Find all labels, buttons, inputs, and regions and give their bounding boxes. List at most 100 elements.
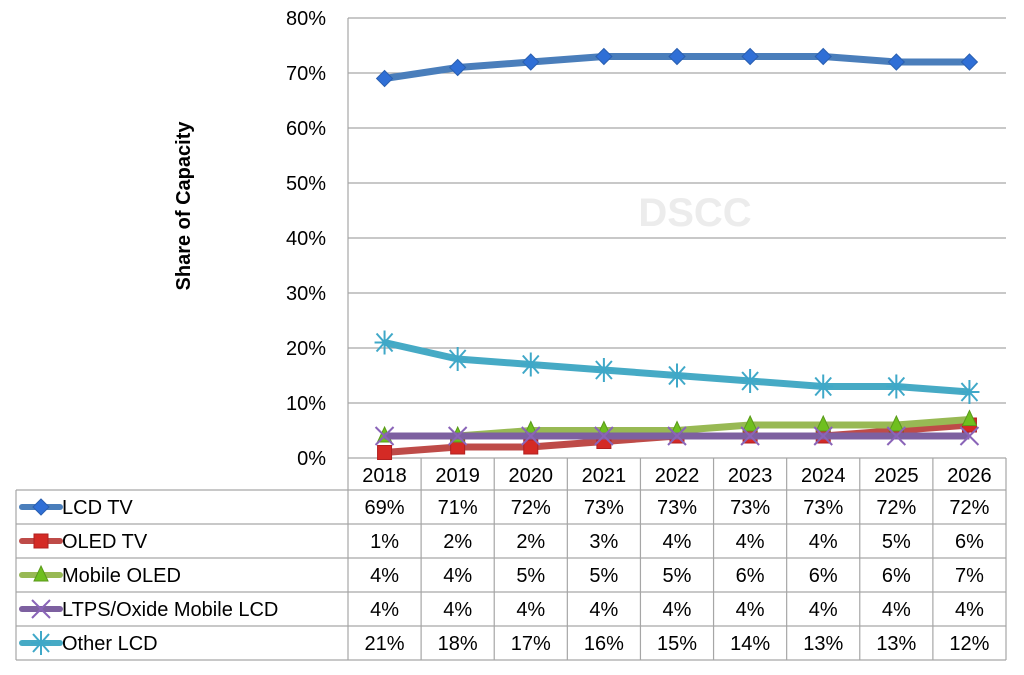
y-axis-label: Share of Capacity — [173, 121, 195, 291]
star-marker — [886, 374, 907, 399]
y-tick-label: 10% — [286, 393, 326, 415]
table-cell: 16% — [584, 633, 624, 655]
legend-entry: OLED TV — [62, 531, 148, 553]
series-ltps-oxide-mobile-lcd — [374, 426, 980, 446]
x-tick-label: 2020 — [509, 465, 554, 487]
series-lcd-tv — [375, 47, 979, 88]
table-cell: 4% — [882, 599, 911, 621]
table-row: Mobile OLED 4% 4% 5% 5% 5% 6% 6% 6% 7% — [19, 564, 984, 587]
square-marker — [377, 445, 393, 460]
star-marker — [520, 352, 541, 377]
table-cell: 4% — [370, 599, 399, 621]
diamond-marker — [960, 53, 979, 71]
table-cell: 6% — [955, 531, 984, 553]
table-cell: 6% — [736, 565, 765, 587]
table-cell: 5% — [589, 565, 618, 587]
x-tick-label: 2023 — [728, 465, 773, 487]
table-cell: 2% — [443, 531, 472, 553]
legend-entry: Other LCD — [62, 633, 158, 655]
table-row: Other LCD 21% 18% 17% 16% 15% 14% 13% 13% 12% — [19, 631, 990, 655]
y-tick-label: 30% — [286, 283, 326, 305]
x-marker — [667, 426, 687, 446]
table-row: LTPS/Oxide Mobile LCD 4% 4% 4% 4% 4% 4% 4% 4% 4% — [19, 599, 984, 621]
x-tick-label: 2021 — [582, 465, 627, 487]
x-marker — [740, 426, 760, 446]
star-marker — [959, 380, 980, 404]
table-cell: 4% — [589, 599, 618, 621]
table-row: LCD TV 69% 71% 72% 73% 73% 73% 73% 72% 72% — [19, 497, 990, 519]
table-cell: 73% — [730, 497, 770, 519]
star-marker — [740, 369, 761, 393]
table-cell: 4% — [955, 599, 984, 621]
x-marker — [886, 426, 907, 446]
table-cell: 18% — [438, 633, 478, 655]
x-tick-label: 2018 — [362, 465, 407, 487]
table-cell: 72% — [949, 497, 989, 519]
x-marker — [31, 599, 51, 619]
table-cell: 12% — [949, 633, 989, 655]
table-cell: 4% — [736, 531, 765, 553]
table-cell: 7% — [955, 565, 984, 587]
table-cell: 4% — [516, 599, 545, 621]
diamond-marker — [814, 47, 832, 66]
star-marker — [667, 363, 687, 388]
legend-entry: Mobile OLED — [62, 565, 181, 587]
diamond-marker — [448, 58, 467, 77]
diamond-marker — [668, 47, 686, 66]
table-cell: 13% — [803, 633, 843, 655]
table-cell: 4% — [443, 599, 472, 621]
table-cell: 17% — [511, 633, 551, 655]
star-marker — [31, 631, 51, 655]
table-cell: 72% — [876, 497, 916, 519]
triangle-marker — [742, 414, 758, 432]
x-marker — [813, 426, 833, 446]
x-marker — [959, 426, 980, 446]
legend-entry: LTPS/Oxide Mobile LCD — [62, 599, 278, 621]
table-cell: 13% — [876, 633, 916, 655]
y-tick-label: 50% — [286, 173, 326, 195]
x-tick-label: 2025 — [874, 465, 919, 487]
triangle-marker — [888, 414, 905, 432]
table-cell: 5% — [882, 531, 911, 553]
table-row: OLED TV 1% 2% 2% 3% 4% 4% 4% 5% 6% — [19, 531, 984, 553]
table-cell: 5% — [516, 565, 545, 587]
table-cell: 21% — [365, 633, 405, 655]
table-cell: 73% — [803, 497, 843, 519]
diamond-marker — [887, 53, 906, 71]
y-tick-label: 20% — [286, 338, 326, 360]
x-marker — [594, 426, 614, 446]
legend-entry: LCD TV — [62, 497, 133, 519]
square-marker — [33, 533, 49, 549]
y-tick-label: 80% — [286, 8, 326, 30]
x-tick-label: 2024 — [801, 465, 846, 487]
table-cell: 14% — [730, 633, 770, 655]
table-cell: 6% — [809, 565, 838, 587]
table-cell: 15% — [657, 633, 697, 655]
diamond-marker — [522, 53, 540, 71]
table-cell: 6% — [882, 565, 911, 587]
series-other-lcd — [374, 330, 980, 404]
x-tick-label: 2026 — [947, 465, 992, 487]
triangle-marker — [961, 409, 978, 426]
table-cell: 1% — [370, 531, 399, 553]
x-marker — [374, 426, 395, 446]
table-cell: 4% — [809, 599, 838, 621]
y-tick-label: 60% — [286, 118, 326, 140]
diamond-marker — [32, 498, 50, 516]
star-marker — [813, 374, 834, 399]
table-cell: 4% — [443, 565, 472, 587]
table-cell: 4% — [736, 599, 765, 621]
star-marker — [447, 347, 468, 371]
watermark-dscc: DSCC — [638, 191, 751, 235]
star-marker — [374, 330, 395, 355]
table-cell: 69% — [365, 497, 405, 519]
star-marker — [593, 358, 614, 382]
data-table: 2018 2019 2020 2021 2022 2023 2024 2025 2026 — [15, 457, 1007, 661]
x-tick-label: 2019 — [435, 465, 480, 487]
y-tick-label: 40% — [286, 228, 326, 250]
x-marker — [521, 426, 541, 446]
table-cell: 4% — [370, 565, 399, 587]
table-cell: 3% — [589, 531, 618, 553]
x-tick-label: 2022 — [655, 465, 700, 487]
